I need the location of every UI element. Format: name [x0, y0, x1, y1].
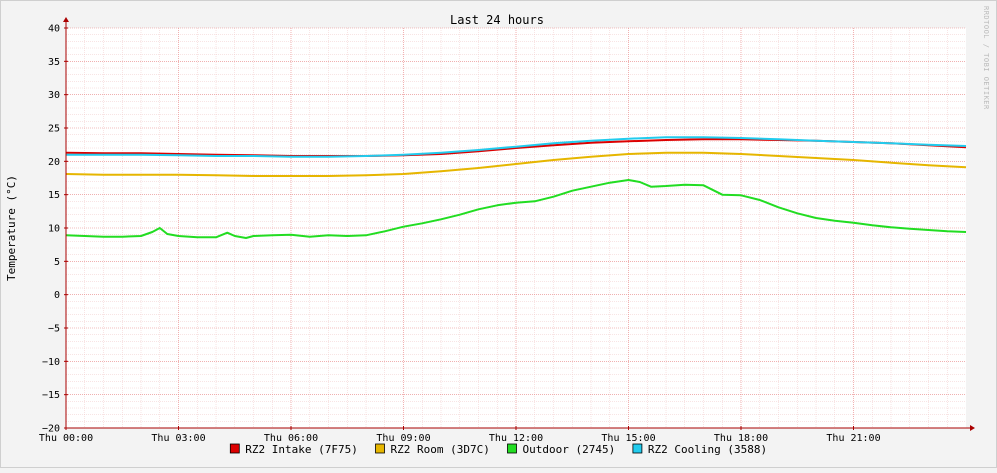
- y-tick-label: 35: [48, 57, 60, 68]
- x-tick-label: Thu 06:00: [264, 433, 318, 444]
- legend-swatch: [229, 443, 240, 454]
- x-tick-label: Thu 12:00: [489, 433, 543, 444]
- y-tick-label: 5: [54, 257, 60, 268]
- legend-swatch: [632, 443, 643, 454]
- x-tick-label: Thu 21:00: [826, 433, 880, 444]
- legend-swatch: [507, 443, 517, 454]
- y-tick-label: 15: [48, 190, 60, 201]
- y-tick-label: −15: [42, 390, 60, 401]
- x-tick-label: Thu 15:00: [601, 433, 655, 444]
- legend-label: RZ2 Room (3D7C): [391, 443, 490, 456]
- legend-swatch: [375, 443, 385, 454]
- y-tick-label: −20: [42, 424, 60, 435]
- y-tick-label: 40: [48, 24, 60, 35]
- series-line-4: [66, 136, 967, 158]
- y-tick-label: 10: [48, 224, 60, 235]
- x-tick-label: Thu 00:00: [39, 433, 93, 444]
- series-group: [65, 136, 967, 239]
- x-tick-label: Thu 09:00: [376, 433, 430, 444]
- y-tick-label: 0: [54, 290, 60, 301]
- y-axis-arrow: [63, 17, 69, 22]
- legend-item: RZ2 Room (3D7C): [375, 443, 490, 456]
- axes: [63, 17, 975, 431]
- legend: RZ2 Intake (7F75) RZ2 Room (3D7C) Outdoor …: [229, 443, 767, 456]
- y-tick-label: 20: [48, 157, 60, 168]
- legend-label: Outdoor (2745): [523, 443, 616, 456]
- legend-item: Outdoor (2745): [507, 443, 616, 456]
- y-axis-label: Temperature (°C): [5, 175, 18, 281]
- series-line-2: [65, 151, 967, 177]
- legend-item: RZ2 Cooling (3588): [632, 443, 767, 456]
- y-tick-label: −5: [48, 324, 60, 335]
- legend-label: RZ2 Cooling (3588): [648, 443, 767, 456]
- chart-title: Last 24 hours: [450, 13, 544, 27]
- y-tick-label: 25: [48, 124, 60, 135]
- y-tick-label: −10: [42, 357, 60, 368]
- series-line-3: [65, 179, 967, 239]
- x-tick-label: Thu 18:00: [714, 433, 768, 444]
- y-tick-label: 30: [48, 90, 60, 101]
- x-axis-arrow: [970, 425, 975, 431]
- legend-label: RZ2 Intake (7F75): [245, 443, 358, 456]
- x-tick-label: Thu 03:00: [151, 433, 205, 444]
- watermark-text: RRDTOOL / TOBI OETIKER: [982, 6, 990, 110]
- legend-item: RZ2 Intake (7F75): [229, 443, 358, 456]
- grid: [65, 27, 966, 429]
